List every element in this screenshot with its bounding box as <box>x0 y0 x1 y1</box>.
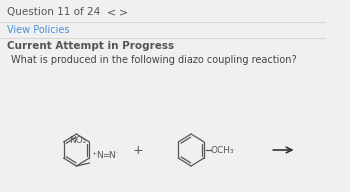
Text: >: > <box>119 7 128 17</box>
Text: View Policies: View Policies <box>7 25 70 35</box>
Text: Question 11 of 24: Question 11 of 24 <box>7 7 101 17</box>
Text: $^+\!$N$\!\!=\!\!$N$^{\cdot}$: $^+\!$N$\!\!=\!\!$N$^{\cdot}$ <box>90 149 119 161</box>
Text: What is produced in the following diazo coupling reaction?: What is produced in the following diazo … <box>11 55 297 65</box>
Text: +: + <box>133 143 143 156</box>
Text: OCH₃: OCH₃ <box>211 146 234 155</box>
Text: <: < <box>107 7 117 17</box>
Text: NO₂: NO₂ <box>69 136 86 145</box>
Text: Current Attempt in Progress: Current Attempt in Progress <box>7 41 175 51</box>
